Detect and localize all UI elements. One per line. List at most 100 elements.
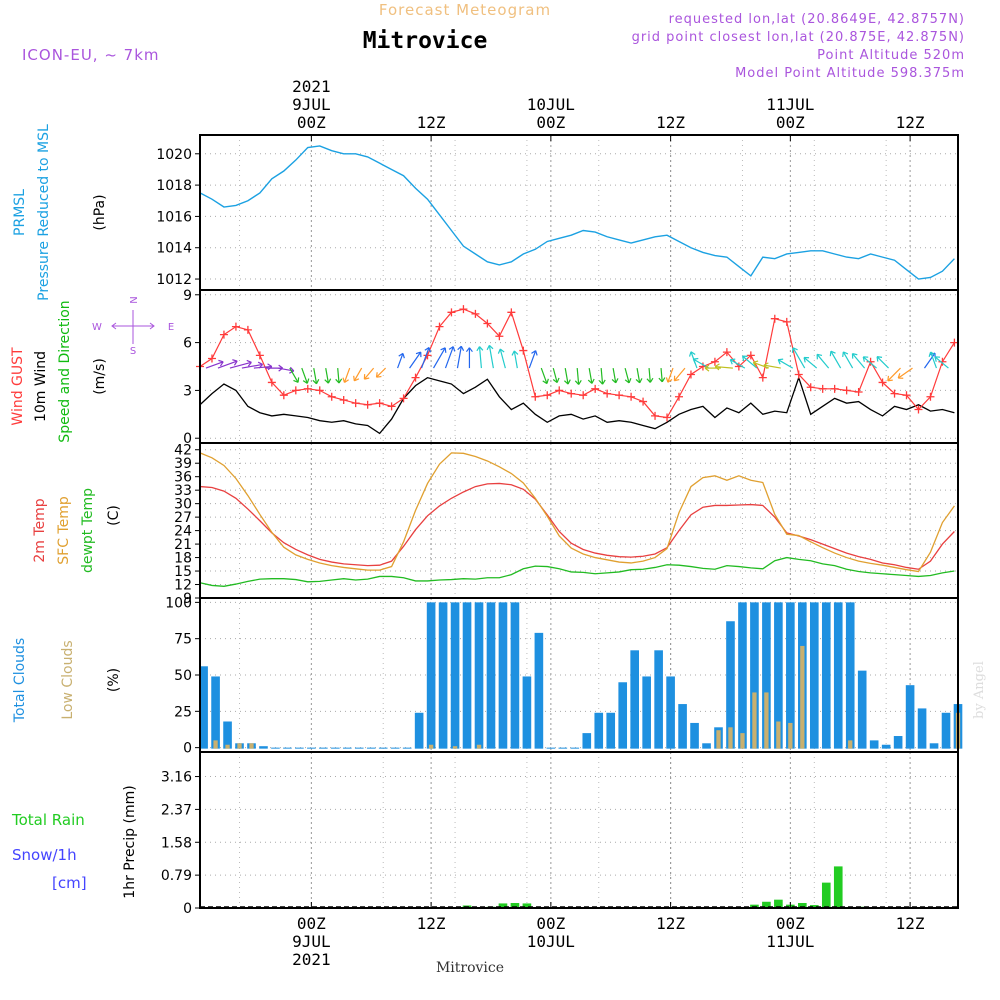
bottom-tick-label: 12Z xyxy=(417,914,446,933)
wind-direction-arrow xyxy=(499,348,506,369)
wind-arrow-head xyxy=(763,362,769,370)
wind-arrow-head xyxy=(816,353,823,360)
gust-marker xyxy=(399,394,408,403)
y-tick-label: 3.16 xyxy=(161,770,192,786)
y-tick-label: 9 xyxy=(183,591,192,607)
wind-direction-arrow xyxy=(730,359,746,369)
wind-direction-arrow xyxy=(353,367,363,382)
point-altitude: Point Altitude 520m xyxy=(817,48,965,63)
total-cloud-bar xyxy=(821,602,831,749)
wind-direction-arrow xyxy=(636,367,641,383)
wind-arrow-head xyxy=(876,356,883,362)
total-cloud-bar xyxy=(354,747,364,749)
wind-direction-arrow xyxy=(763,364,781,369)
y-tick-label: 0 xyxy=(183,741,192,757)
gust-marker xyxy=(878,378,887,387)
wind-direction-arrow xyxy=(552,367,558,383)
y-tick-label: 36 xyxy=(174,470,192,486)
wind-direction-arrow xyxy=(803,357,818,369)
wind-arrow-head xyxy=(552,377,560,384)
bottom-tick-label: 9JUL xyxy=(292,932,331,951)
panel-label-wind: Wind GUST 10m Wind Speed and Direction (m/s… xyxy=(10,296,174,442)
total-cloud-bar xyxy=(522,676,532,749)
gust-marker xyxy=(459,305,468,314)
panel-label-pressure: PRMSL Pressure Reduced to MSL (hPa) xyxy=(12,124,108,301)
total-cloud-bar xyxy=(750,602,759,749)
wind-arrow-head xyxy=(293,377,300,383)
wind-arrow-head xyxy=(363,374,370,380)
gust-marker xyxy=(219,330,228,339)
wind-arrow-head xyxy=(777,358,784,365)
total-cloud-bar xyxy=(450,602,460,749)
total-cloud-bar xyxy=(307,747,316,749)
total-cloud-bar xyxy=(438,602,448,749)
low-cloud-bar xyxy=(249,743,254,749)
panel-label-precip: Total Rain Snow/1h [cm] 1hr Precip (mm) xyxy=(11,785,138,898)
wind-direction-arrow xyxy=(444,346,454,369)
total-cloud-bar xyxy=(845,602,855,749)
gust-marker xyxy=(627,392,636,401)
gust-marker xyxy=(411,373,420,382)
wind-direction-arrow xyxy=(289,367,299,383)
compass-north: N xyxy=(129,296,140,303)
wind-arrow-head xyxy=(574,379,582,385)
gust-marker xyxy=(279,391,288,400)
wind-arrow-head xyxy=(752,360,759,367)
wind-arrow-head xyxy=(486,344,494,351)
wind-arrow-head xyxy=(624,378,632,384)
gust-marker xyxy=(890,389,899,398)
y-tick-label: 1.58 xyxy=(161,835,192,851)
gust-marker xyxy=(339,395,348,404)
rain-bar xyxy=(798,903,807,908)
gust-marker xyxy=(207,354,216,363)
gust-marker xyxy=(663,413,672,422)
station-title: Mitrovice xyxy=(363,28,488,54)
y-tick-label: 0.79 xyxy=(161,868,192,884)
gust-marker xyxy=(866,357,875,366)
total-cloud-bar xyxy=(881,744,891,749)
low-cloud-bar xyxy=(225,744,230,749)
gust-marker xyxy=(567,389,576,398)
rain-bar xyxy=(821,882,831,908)
wind-direction-arrow xyxy=(887,367,901,382)
wind-arrow-head xyxy=(398,352,405,359)
y-tick-label: 3 xyxy=(183,383,192,399)
wind-arrow-head xyxy=(246,359,252,367)
compass-south: S xyxy=(130,346,136,357)
wind-direction-arrow xyxy=(217,360,238,369)
wind-arrow-head xyxy=(542,378,549,385)
panel-frame xyxy=(199,442,959,599)
snow-title: Snow/1h xyxy=(12,846,77,864)
total-cloud-bar xyxy=(211,676,220,749)
top-tick-label: 12Z xyxy=(417,113,446,132)
y-tick-label: 42 xyxy=(174,443,192,459)
wind-arrow-head xyxy=(375,372,382,378)
wind-arrow-head xyxy=(440,347,447,353)
precip-unit: 1hr Precip (mm) xyxy=(122,785,138,898)
top-tick-label: 9JUL xyxy=(292,95,331,114)
total-cloud-bar xyxy=(199,666,208,749)
total-cloud-bar xyxy=(558,747,568,749)
y-tick-label: 100 xyxy=(165,595,192,611)
wind-direction-arrow xyxy=(478,346,483,369)
wind-arrow-head xyxy=(704,364,710,372)
panel-frame xyxy=(199,751,959,909)
wind-direction-arrow xyxy=(600,368,604,385)
low-cloud-bar xyxy=(237,743,242,749)
sfc-temp-title: SFC Temp xyxy=(56,496,72,565)
gust-marker xyxy=(674,392,683,401)
wind-arrow-head xyxy=(531,350,538,356)
wind-arrow-head xyxy=(673,375,680,382)
gust-marker xyxy=(543,391,552,400)
total-cloud-bar xyxy=(618,682,628,749)
low-cloud-bar xyxy=(428,744,434,749)
gust-marker xyxy=(710,357,719,366)
wind-direction-arrow xyxy=(313,367,318,384)
credit-watermark: by Angel xyxy=(972,661,987,719)
wind-direction-arrow xyxy=(363,367,375,380)
wind-arrow-head xyxy=(424,347,432,353)
wind-arrow-head xyxy=(476,346,484,352)
y-tick-label: 24 xyxy=(174,524,192,540)
wind-unit: (m/s) xyxy=(92,358,108,395)
total-cloud-bar xyxy=(690,722,699,749)
